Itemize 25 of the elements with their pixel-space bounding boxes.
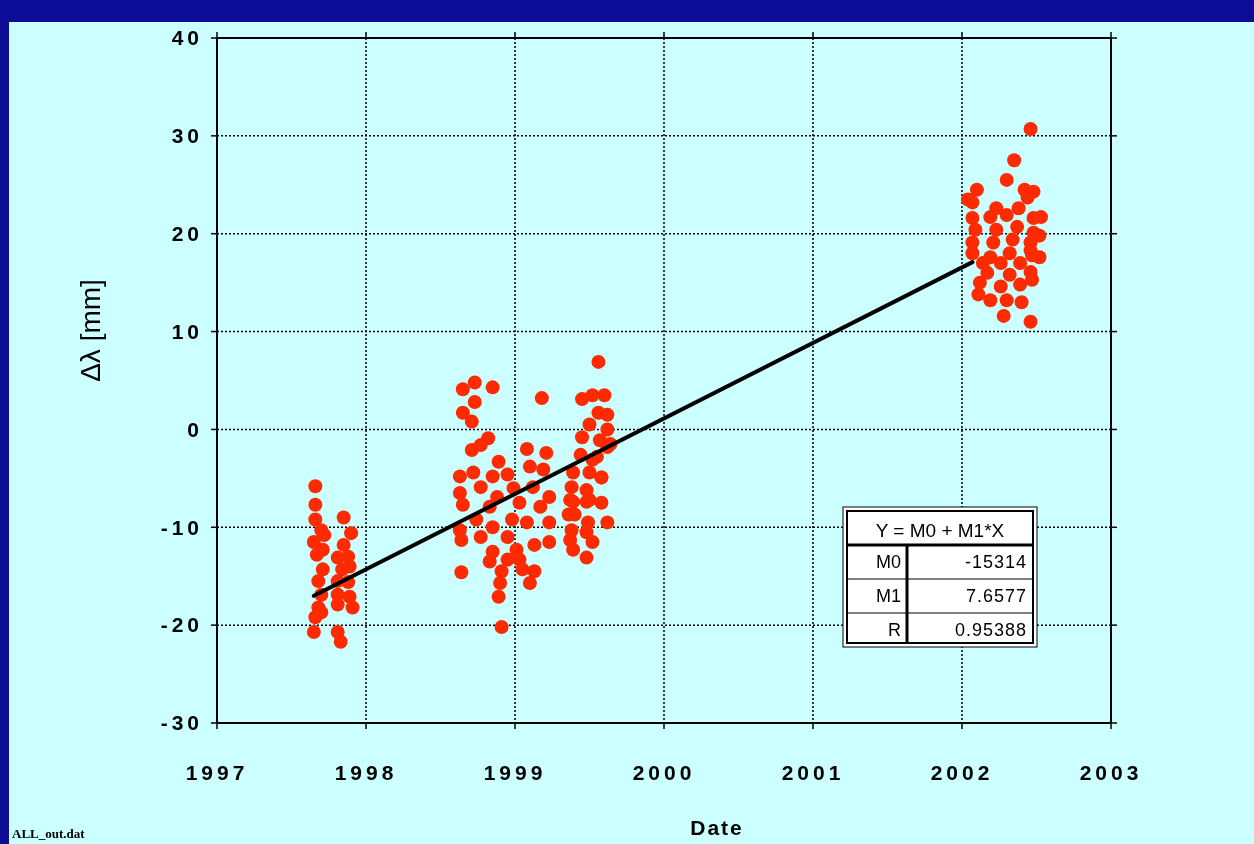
y-tick-label: -10 bbox=[160, 515, 203, 539]
y-tick-label: 10 bbox=[171, 319, 203, 343]
y-tick-label: 40 bbox=[171, 26, 203, 50]
x-axis-title: Date bbox=[690, 816, 744, 839]
annotation: R bbox=[888, 620, 901, 641]
annotation: -15314 bbox=[964, 552, 1027, 573]
text: ALL_out.dat bbox=[12, 826, 86, 841]
x-tick-label: 2003 bbox=[1079, 761, 1143, 784]
x-tick-label: 2001 bbox=[781, 761, 845, 784]
y-tick-label: -20 bbox=[160, 613, 203, 637]
annotation: Y = M0 + M1*X bbox=[875, 519, 1005, 541]
x-tick-label: 2002 bbox=[930, 761, 994, 784]
x-tick-label: 1998 bbox=[334, 761, 398, 784]
x-tick-label: 1997 bbox=[185, 761, 249, 784]
annotation: M1 bbox=[875, 586, 901, 607]
y-axis-title: Δλ [mm] bbox=[75, 279, 106, 382]
y-tick-label: 20 bbox=[171, 222, 203, 246]
y-tick-label: 0 bbox=[187, 417, 203, 441]
annotation: 0.95388 bbox=[954, 620, 1027, 641]
annotation: 7.6577 bbox=[965, 586, 1027, 607]
annotation: M0 bbox=[875, 552, 901, 573]
y-tick-label: 30 bbox=[171, 124, 203, 148]
x-tick-label: 2000 bbox=[632, 761, 696, 784]
x-tick-label: 1999 bbox=[483, 761, 547, 784]
y-tick-label: -30 bbox=[160, 711, 203, 735]
